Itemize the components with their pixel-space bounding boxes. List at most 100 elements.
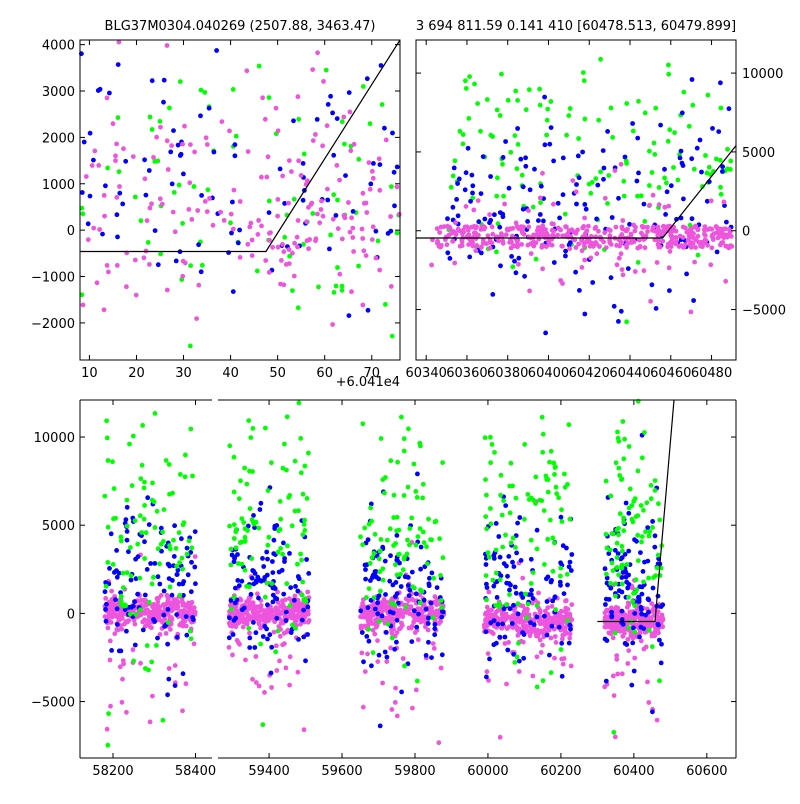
data-point-green (567, 516, 573, 522)
data-point-blue (118, 648, 124, 654)
data-point-blue (576, 175, 582, 181)
data-point-magenta (276, 609, 282, 614)
data-point-green (430, 615, 436, 621)
data-point-green (249, 556, 255, 561)
data-point-blue (379, 613, 385, 619)
data-point-green (414, 678, 420, 684)
data-point-magenta (149, 201, 154, 207)
top-right-model-line (416, 145, 737, 239)
data-point-green (636, 98, 641, 104)
data-point-magenta (557, 610, 562, 616)
data-point-magenta (485, 609, 491, 614)
data-point-green (548, 99, 554, 104)
data-point-green (619, 543, 625, 549)
data-point-green (181, 520, 187, 526)
data-point-magenta (105, 625, 111, 631)
data-point-green (626, 594, 631, 600)
data-point-magenta (618, 251, 624, 257)
data-point-magenta (275, 213, 280, 219)
y-tick-label: 5000 (742, 146, 775, 161)
data-point-blue (606, 551, 612, 556)
data-point-green (151, 574, 156, 580)
data-point-blue (563, 253, 568, 259)
data-point-blue (450, 204, 456, 210)
data-point-blue (580, 149, 585, 155)
data-point-green (554, 491, 560, 497)
data-point-magenta (380, 680, 385, 686)
data-point-green (562, 484, 568, 490)
data-point-magenta (261, 615, 267, 620)
data-point-blue (640, 569, 646, 574)
data-point-green (620, 548, 625, 554)
data-point-green (328, 232, 333, 238)
data-point-green (228, 606, 234, 612)
data-point-magenta (613, 224, 619, 230)
data-point-magenta (616, 255, 622, 261)
data-point-green (254, 268, 260, 274)
data-point-blue (230, 289, 236, 294)
data-point-blue (515, 520, 520, 526)
data-point-magenta (298, 621, 303, 627)
data-point-green (500, 544, 506, 550)
data-point-blue (184, 545, 190, 551)
data-point-magenta (612, 734, 618, 740)
data-point-blue (555, 200, 561, 206)
data-point-magenta (655, 242, 661, 247)
data-point-blue (330, 110, 335, 116)
data-point-magenta (452, 260, 458, 266)
data-point-magenta (563, 605, 569, 611)
data-point-magenta (264, 174, 270, 180)
data-point-green (646, 627, 652, 633)
data-point-magenta (142, 176, 148, 182)
data-point-green (616, 525, 621, 531)
data-point-blue (567, 622, 573, 628)
data-point-magenta (85, 237, 91, 243)
data-point-green (652, 478, 658, 483)
data-point-magenta (290, 610, 296, 616)
data-point-magenta (147, 262, 152, 267)
data-point-magenta (280, 598, 285, 604)
data-point-blue (577, 288, 582, 293)
data-point-green (653, 105, 659, 111)
data-point-blue (133, 576, 139, 582)
data-point-blue (544, 632, 550, 638)
data-point-magenta (668, 224, 673, 230)
data-point-green (497, 604, 502, 610)
data-point-green (495, 175, 500, 181)
data-point-green (634, 587, 640, 593)
data-point-magenta (514, 624, 520, 630)
data-point-magenta (609, 605, 614, 611)
data-point-green (646, 533, 652, 539)
data-point-magenta (645, 229, 650, 234)
data-point-magenta (146, 621, 152, 626)
data-point-magenta (254, 613, 259, 619)
data-point-magenta (219, 119, 225, 124)
data-point-magenta (639, 230, 644, 236)
data-point-green (651, 140, 657, 146)
data-point-green (632, 603, 638, 609)
data-point-green (244, 481, 250, 487)
data-point-magenta (350, 235, 356, 240)
x-tick-label: 59800 (394, 764, 435, 779)
data-point-magenta (673, 235, 679, 240)
data-point-green (394, 514, 400, 520)
data-point-magenta (656, 230, 661, 236)
data-point-blue (720, 169, 725, 174)
data-point-green (301, 241, 306, 247)
data-point-green (534, 546, 540, 552)
data-point-magenta (144, 218, 150, 224)
data-point-green (396, 527, 402, 533)
top-left-points (79, 39, 402, 349)
data-point-magenta (579, 248, 585, 254)
data-point-magenta (376, 615, 381, 621)
data-point-green (137, 513, 143, 519)
data-point-green (513, 545, 518, 550)
data-point-magenta (612, 168, 618, 174)
data-point-blue (387, 609, 393, 615)
data-point-magenta (626, 648, 632, 653)
data-point-green (105, 560, 111, 565)
data-point-blue (265, 602, 270, 608)
data-point-magenta (534, 654, 540, 660)
data-point-green (407, 542, 412, 548)
data-point-green (124, 570, 130, 576)
